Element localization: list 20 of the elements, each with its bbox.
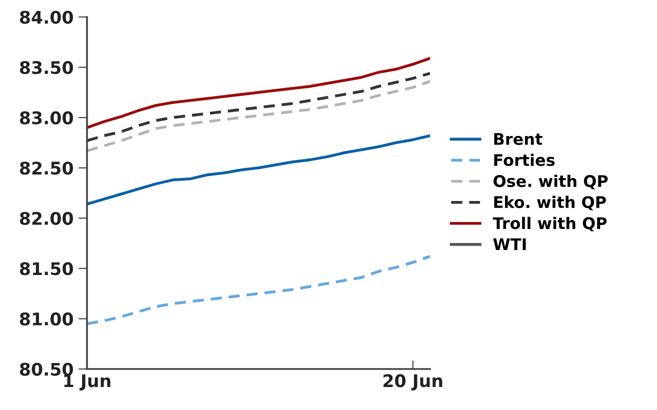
y-tick-label: 83.50 — [20, 60, 73, 74]
legend-label: Forties — [494, 154, 555, 166]
legend-label: Eko. with QP — [494, 196, 606, 210]
line-series — [87, 134, 430, 206]
y-tick-label: 81.50 — [20, 262, 73, 276]
legend-label: Troll with QP — [492, 216, 607, 232]
y-tick-label: 82.50 — [20, 162, 73, 175]
y-tick-label: 84.00 — [20, 10, 73, 24]
y-tick-label: 80.50 — [20, 362, 73, 376]
y-tick-label: 83.00 — [20, 111, 73, 124]
legend-label: Ose. with QP — [494, 174, 608, 190]
x-tick-label: 20 Jun — [384, 374, 442, 391]
legend-label: Brent — [494, 133, 542, 146]
line-series — [87, 56, 430, 130]
legend-label: WTI — [493, 238, 526, 250]
line-series — [87, 72, 430, 142]
line-series — [87, 254, 430, 326]
line-series — [87, 80, 430, 152]
y-tick-label: 82.00 — [20, 212, 73, 225]
y-tick-label: 81.00 — [20, 312, 73, 326]
